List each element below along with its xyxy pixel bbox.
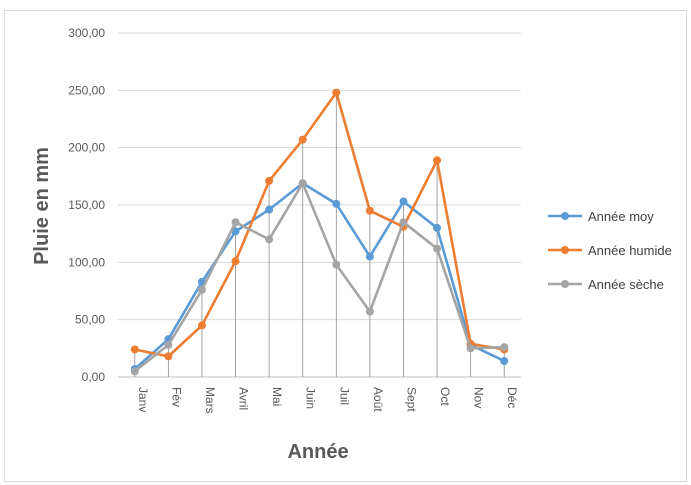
x-tick-label: Fév [169,387,183,407]
series-line [134,91,505,358]
data-point [399,218,408,227]
data-point [231,257,240,266]
y-tick-label: 0,00 [82,370,106,384]
data-point [130,367,139,376]
data-point [332,88,341,97]
legend-swatch-marker [561,246,569,254]
y-tick-label: 150,00 [68,198,105,212]
data-point [231,218,240,227]
x-tick-label: Mai [270,387,284,406]
legend-item: Année humide [548,243,672,258]
legend: Année moy Année humide Année sèche [548,209,672,292]
data-point [466,344,475,353]
x-axis-title: Année [287,441,348,463]
series-layer [130,88,509,376]
legend-label: Année sèche [588,277,664,292]
series-1 [130,179,509,373]
chart-frame [4,10,687,482]
data-point [332,260,341,269]
data-point [231,227,240,236]
data-point [265,235,274,244]
data-point [500,356,509,365]
data-point [298,179,307,188]
x-tick-label: Avril [237,387,251,410]
data-point [197,321,206,330]
data-point [298,135,307,144]
y-tick-label: 100,00 [68,255,105,269]
data-point [365,307,374,316]
data-point [265,176,274,185]
y-axis-ticks: 0,00 50,00 100,00 150,00 200,00 250,00 300,00 [68,26,105,384]
x-tick-label: Juil [337,387,351,405]
series-line [133,181,505,370]
legend-item: Année moy [548,209,654,224]
x-tick-label: Août [371,387,385,412]
x-tick-label: Mars [203,387,217,414]
y-tick-label: 300,00 [68,26,105,40]
series-3 [130,179,509,376]
y-tick-label: 50,00 [75,313,105,327]
x-tick-label: Oct [438,387,452,406]
data-point [500,343,509,352]
legend-item: Année sèche [548,277,664,292]
x-tick-label: Janv [136,387,150,412]
data-point [433,156,442,165]
x-tick-label: Déc [505,387,519,408]
legend-label: Année humide [588,243,672,258]
data-point [433,223,442,232]
legend-swatch-marker [561,280,569,288]
data-point [130,345,139,354]
y-tick-label: 250,00 [68,83,105,97]
x-tick-label: Juin [304,387,318,409]
series-2 [130,88,509,361]
y-axis-title: Pluie en mm [31,147,53,265]
data-point [433,244,442,253]
data-point [265,205,274,214]
series-line [133,181,505,373]
data-point [399,197,408,206]
data-point [164,352,173,361]
legend-label: Année moy [588,209,654,224]
data-point [332,199,341,208]
data-point [197,285,206,294]
data-point [365,206,374,215]
x-axis-ticks: Janv Fév Mars Avril Mai Juin Juil Août Sept Oct No… [136,387,519,414]
x-tick-label: Sept [404,387,418,412]
legend-swatch-marker [561,212,569,220]
data-point [164,340,173,349]
data-point [365,252,374,261]
y-tick-label: 200,00 [68,141,105,155]
grid [118,32,521,378]
x-tick-label: Nov [472,387,486,408]
